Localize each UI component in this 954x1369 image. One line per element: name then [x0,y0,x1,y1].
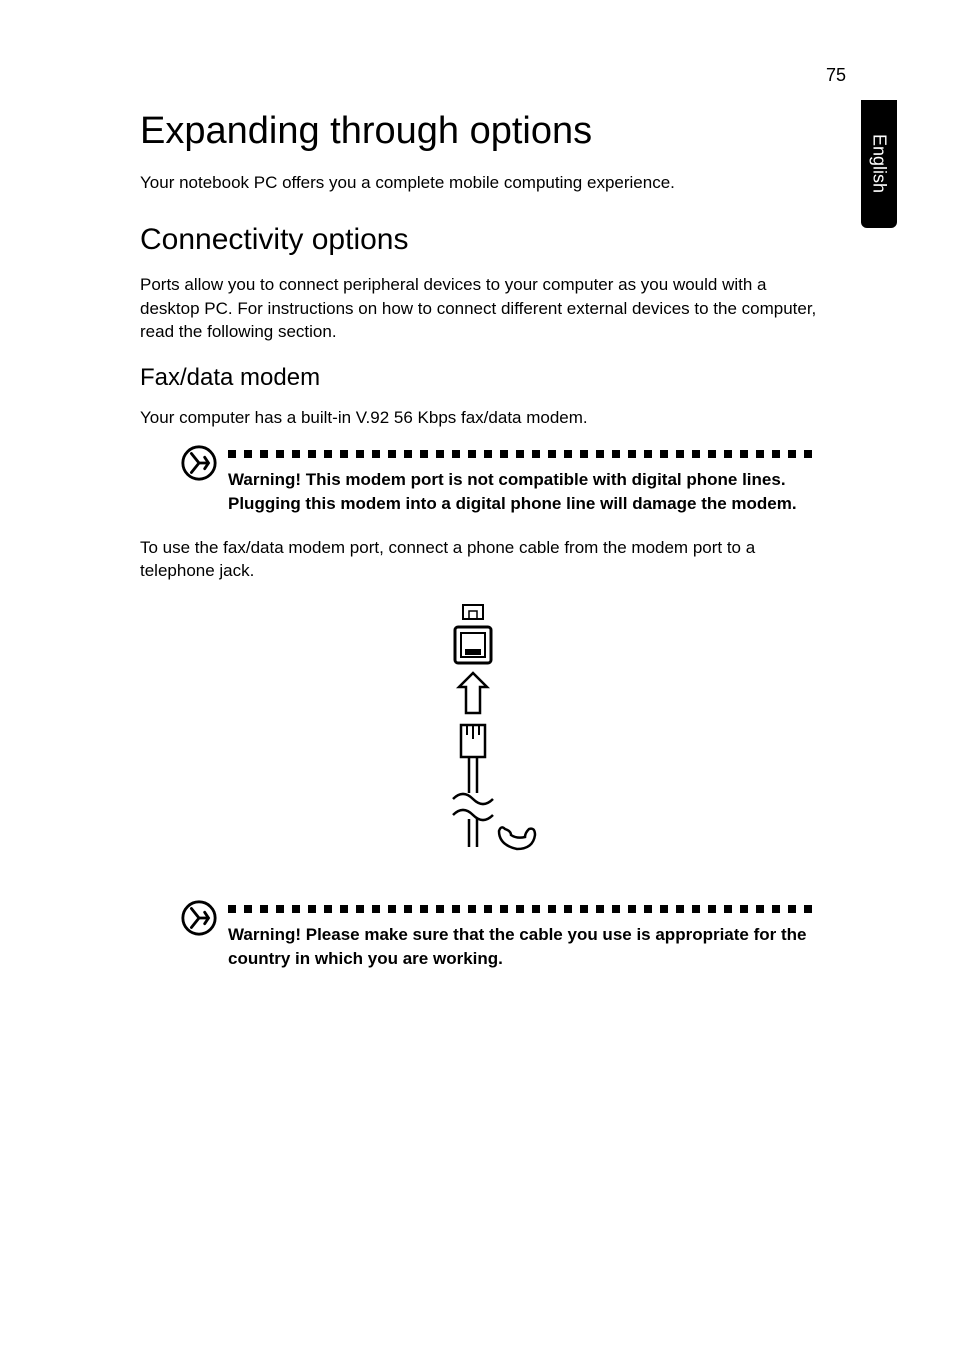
warning-text-1: Warning! This modem port is not compatib… [228,468,820,516]
page-title: Expanding through options [140,110,820,153]
language-tab: English [861,100,897,228]
warning-icon [180,444,218,482]
page-number: 75 [826,65,846,86]
modem-usage-text: To use the fax/data modem port, connect … [140,536,820,584]
intro-text: Your notebook PC offers you a complete m… [140,171,820,195]
connectivity-text: Ports allow you to connect peripheral de… [140,273,820,344]
modem-connection-diagram [140,603,820,883]
warning-block-2: Warning! Please make sure that the cable… [140,905,820,971]
dotted-separator [228,905,820,913]
subsection-heading-fax: Fax/data modem [140,364,820,392]
warning-block-1: Warning! This modem port is not compatib… [140,450,820,516]
page-content: Expanding through options Your notebook … [140,110,820,991]
warning-text-2: Warning! Please make sure that the cable… [228,923,820,971]
modem-intro-text: Your computer has a built-in V.92 56 Kbp… [140,406,820,430]
section-heading-connectivity: Connectivity options [140,223,820,257]
warning-icon [180,899,218,937]
dotted-separator [228,450,820,458]
